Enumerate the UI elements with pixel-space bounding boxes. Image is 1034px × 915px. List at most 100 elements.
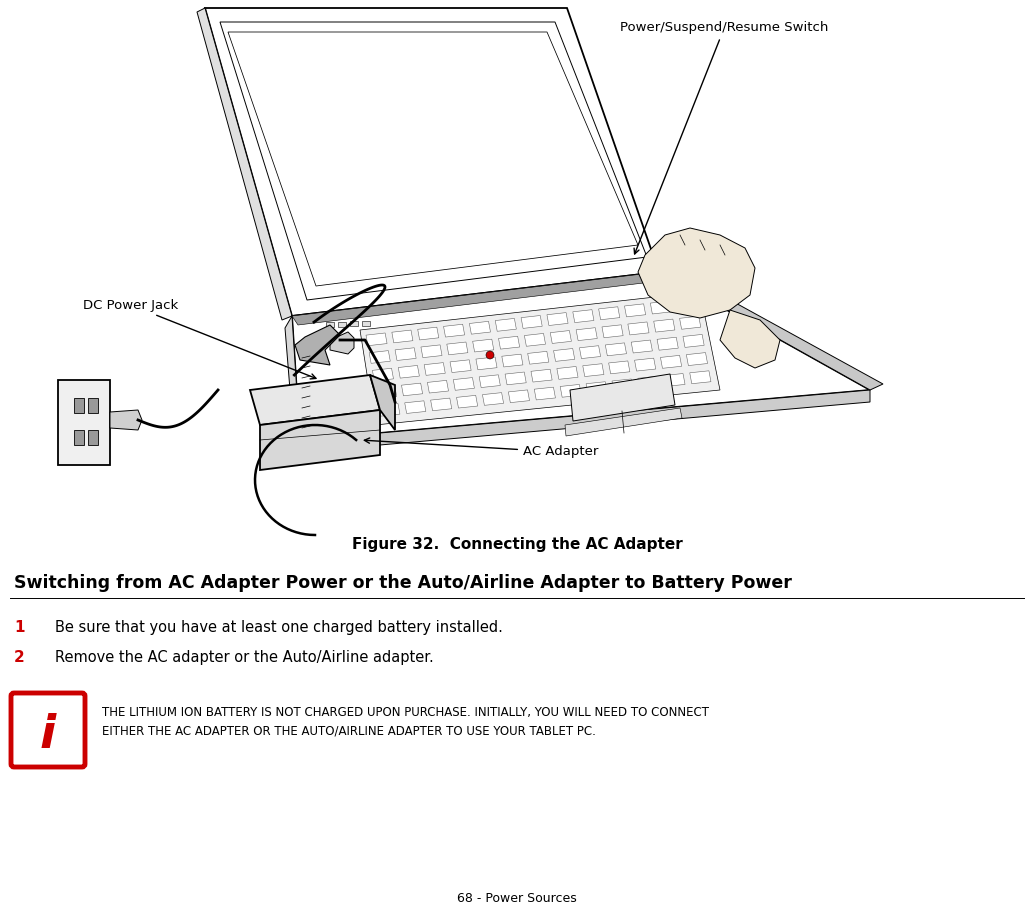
Polygon shape — [360, 292, 720, 425]
Polygon shape — [285, 316, 300, 452]
Polygon shape — [505, 372, 526, 385]
Polygon shape — [521, 316, 542, 328]
Text: Be sure that you have at least one charged battery installed.: Be sure that you have at least one charg… — [55, 620, 503, 635]
Bar — [326, 322, 334, 327]
Bar — [88, 398, 98, 413]
Polygon shape — [370, 375, 395, 430]
Polygon shape — [295, 325, 340, 365]
Polygon shape — [638, 376, 659, 389]
Polygon shape — [469, 321, 490, 334]
Polygon shape — [570, 374, 675, 421]
Polygon shape — [483, 393, 504, 405]
Polygon shape — [524, 333, 546, 346]
Polygon shape — [661, 355, 681, 369]
Text: Figure 32.  Connecting the AC Adapter: Figure 32. Connecting the AC Adapter — [352, 537, 682, 553]
Text: 2: 2 — [14, 650, 25, 665]
Polygon shape — [565, 408, 682, 436]
Polygon shape — [479, 375, 500, 388]
Polygon shape — [583, 363, 604, 377]
Polygon shape — [550, 330, 572, 343]
Polygon shape — [476, 357, 497, 370]
Polygon shape — [628, 322, 649, 335]
Circle shape — [486, 351, 494, 359]
Polygon shape — [292, 272, 668, 325]
Text: Remove the AC adapter or the Auto/Airline adapter.: Remove the AC adapter or the Auto/Airlin… — [55, 650, 433, 665]
Polygon shape — [631, 340, 652, 353]
Text: THE LITHIUM ION BATTERY IS NOT CHARGED UPON PURCHASE. INITIALLY, YOU WILL NEED T: THE LITHIUM ION BATTERY IS NOT CHARGED U… — [102, 706, 709, 719]
Bar — [74, 430, 84, 445]
Text: 1: 1 — [14, 620, 25, 635]
Polygon shape — [58, 380, 110, 465]
Polygon shape — [579, 346, 601, 359]
Polygon shape — [553, 349, 575, 361]
Polygon shape — [527, 351, 549, 364]
Polygon shape — [586, 382, 607, 394]
Polygon shape — [197, 8, 292, 320]
Polygon shape — [427, 381, 449, 393]
Text: EITHER THE AC ADAPTER OR THE AUTO/AIRLINE ADAPTER TO USE YOUR TABLET PC.: EITHER THE AC ADAPTER OR THE AUTO/AIRLIN… — [102, 725, 596, 738]
Polygon shape — [557, 367, 578, 380]
Polygon shape — [330, 332, 354, 354]
Text: i: i — [40, 713, 56, 758]
Polygon shape — [375, 386, 397, 399]
Polygon shape — [473, 339, 494, 352]
Polygon shape — [609, 361, 630, 374]
Polygon shape — [605, 343, 627, 356]
Polygon shape — [683, 334, 704, 348]
Polygon shape — [599, 307, 619, 319]
Polygon shape — [404, 401, 426, 414]
Circle shape — [300, 390, 310, 400]
Polygon shape — [547, 313, 568, 326]
Polygon shape — [205, 8, 659, 316]
Text: AC Adapter: AC Adapter — [364, 438, 599, 458]
Polygon shape — [602, 325, 624, 338]
Polygon shape — [495, 318, 516, 331]
Polygon shape — [535, 387, 555, 400]
Bar — [74, 398, 84, 413]
Polygon shape — [650, 301, 671, 314]
Polygon shape — [421, 345, 442, 358]
Polygon shape — [401, 383, 423, 396]
Text: DC Power Jack: DC Power Jack — [83, 298, 316, 379]
Polygon shape — [659, 268, 883, 390]
Polygon shape — [676, 298, 697, 311]
Polygon shape — [392, 330, 413, 343]
Polygon shape — [501, 354, 523, 367]
Bar — [362, 320, 370, 326]
Polygon shape — [430, 398, 452, 411]
Polygon shape — [653, 319, 675, 332]
Polygon shape — [418, 328, 438, 340]
Bar — [338, 321, 346, 327]
Polygon shape — [300, 390, 870, 452]
Polygon shape — [531, 370, 552, 382]
Bar — [349, 321, 358, 326]
Polygon shape — [679, 317, 701, 329]
Polygon shape — [450, 360, 472, 372]
Polygon shape — [457, 395, 478, 408]
Text: Switching from AC Adapter Power or the Auto/Airline Adapter to Battery Power: Switching from AC Adapter Power or the A… — [14, 574, 792, 592]
Polygon shape — [625, 304, 645, 317]
Polygon shape — [720, 310, 780, 368]
Polygon shape — [687, 352, 707, 366]
Polygon shape — [635, 358, 656, 371]
Polygon shape — [398, 365, 420, 378]
Polygon shape — [369, 350, 390, 363]
Polygon shape — [424, 362, 446, 375]
Polygon shape — [395, 348, 416, 361]
Polygon shape — [509, 390, 529, 403]
Polygon shape — [366, 333, 387, 346]
Text: Power/Suspend/Resume Switch: Power/Suspend/Resume Switch — [620, 21, 828, 254]
Polygon shape — [690, 371, 711, 383]
Polygon shape — [260, 410, 381, 470]
Polygon shape — [560, 384, 581, 397]
Polygon shape — [664, 373, 686, 386]
Polygon shape — [372, 368, 394, 381]
Polygon shape — [220, 22, 647, 300]
Polygon shape — [657, 338, 678, 350]
Polygon shape — [498, 337, 520, 350]
Text: 68 - Power Sources: 68 - Power Sources — [457, 891, 577, 905]
Polygon shape — [378, 404, 400, 416]
Polygon shape — [638, 228, 755, 318]
Polygon shape — [453, 378, 475, 391]
Polygon shape — [292, 272, 870, 440]
